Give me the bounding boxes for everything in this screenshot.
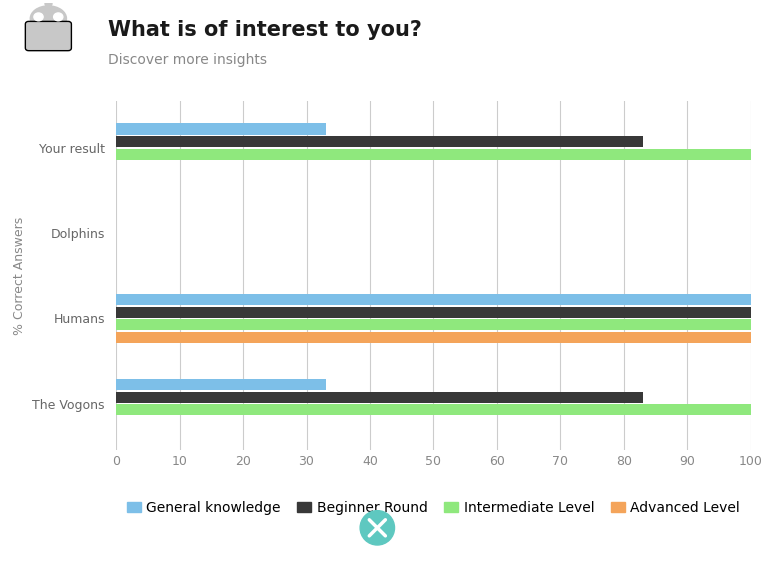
Bar — [116, 149, 751, 160]
Bar — [116, 136, 643, 148]
Ellipse shape — [30, 6, 67, 32]
Bar — [116, 392, 643, 403]
Bar — [116, 306, 751, 318]
Text: Discover more insights: Discover more insights — [108, 53, 267, 68]
Bar — [116, 294, 751, 305]
Bar — [116, 319, 751, 330]
Bar — [116, 404, 751, 415]
Circle shape — [53, 13, 63, 21]
FancyBboxPatch shape — [26, 21, 71, 51]
Circle shape — [34, 13, 43, 21]
Circle shape — [360, 511, 395, 545]
Legend: General knowledge, Beginner Round, Intermediate Level, Advanced Level: General knowledge, Beginner Round, Inter… — [121, 495, 746, 520]
Bar — [116, 332, 751, 343]
Text: What is of interest to you?: What is of interest to you? — [108, 20, 423, 40]
Bar — [116, 379, 326, 390]
Y-axis label: % Correct Answers: % Correct Answers — [12, 217, 26, 335]
Bar — [116, 123, 326, 135]
